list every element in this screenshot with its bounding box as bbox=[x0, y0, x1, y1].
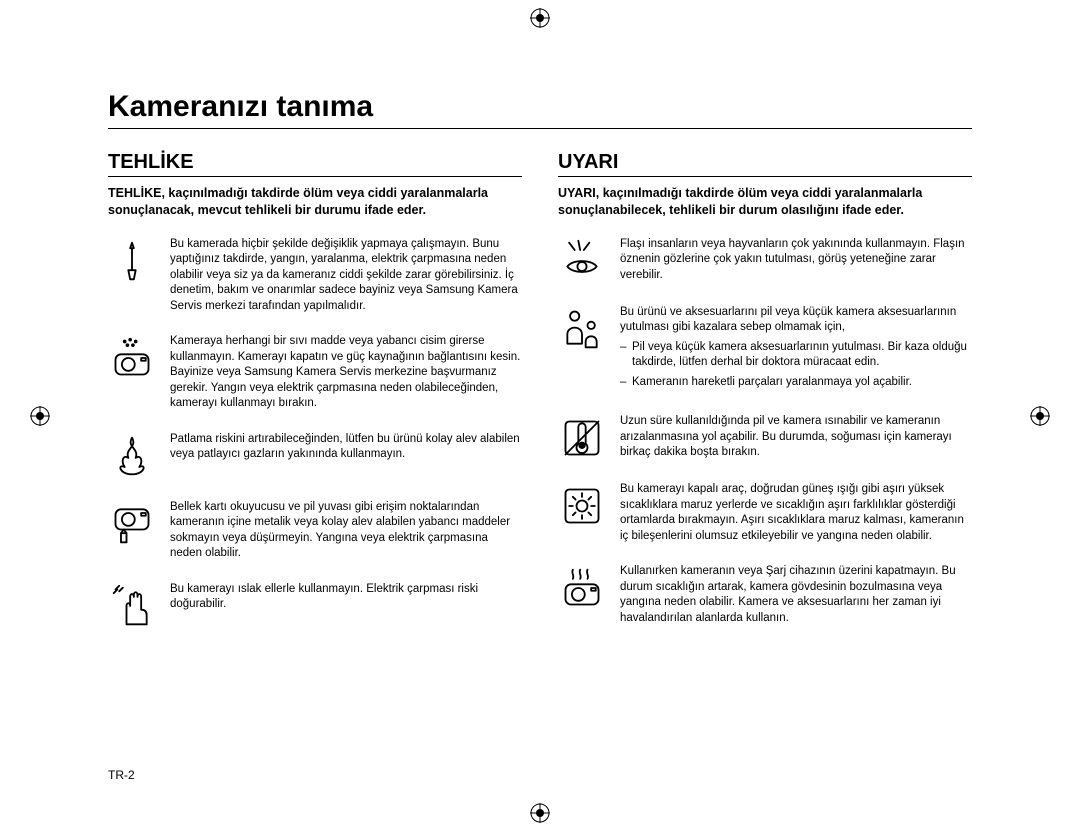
warning-row: Bu kamerayı kapalı araç, doğrudan güneş … bbox=[558, 482, 972, 544]
warning-text: Bu ürünü ve aksesuarlarını pil veya küçü… bbox=[620, 305, 972, 395]
thermometer-icon bbox=[558, 414, 606, 462]
warning-text: Bu kamerayı ıslak ellerle kullanmayın. E… bbox=[170, 582, 522, 613]
children-icon bbox=[558, 305, 606, 353]
warning-bullet: Kameranın hareketli parçaları yaralanmay… bbox=[620, 375, 972, 391]
warning-row: Bu kamerada hiçbir şekilde değişiklik ya… bbox=[108, 237, 522, 315]
warning-text: Bu kamerada hiçbir şekilde değişiklik ya… bbox=[170, 237, 522, 315]
registration-mark-top bbox=[530, 8, 550, 34]
warning-heading: UYARI bbox=[558, 151, 972, 177]
page-number: TR-2 bbox=[108, 768, 135, 782]
warning-text: Kameraya herhangi bir sıvı madde veya ya… bbox=[170, 334, 522, 412]
danger-intro: TEHLİKE, kaçınılmadığı takdirde ölüm vey… bbox=[108, 185, 522, 219]
danger-heading: TEHLİKE bbox=[108, 151, 522, 177]
flame-icon bbox=[108, 432, 156, 480]
warning-row: Bellek kartı okuyucusu ve pil yuvası gib… bbox=[108, 500, 522, 562]
warning-row: Kameraya herhangi bir sıvı madde veya ya… bbox=[108, 334, 522, 412]
warning-bullet: Pil veya küçük kamera aksesuarlarının yu… bbox=[620, 340, 972, 371]
page-content: Kameranızı tanıma TEHLİKE TEHLİKE, kaçın… bbox=[108, 90, 972, 782]
warning-row: Uzun süre kullanıldığında pil ve kamera … bbox=[558, 414, 972, 462]
warning-text: Bu kamerayı kapalı araç, doğrudan güneş … bbox=[620, 482, 972, 544]
warning-text: Patlama riskini artırabileceğinden, lütf… bbox=[170, 432, 522, 463]
columns-wrapper: TEHLİKE TEHLİKE, kaçınılmadığı takdirde … bbox=[108, 151, 972, 650]
camera-slot-icon bbox=[108, 500, 156, 548]
flash-eye-icon bbox=[558, 237, 606, 285]
warning-intro: UYARI, kaçınılmadığı takdirde ölüm veya … bbox=[558, 185, 972, 219]
warning-row: Kullanırken kameranın veya Şarj cihazını… bbox=[558, 564, 972, 626]
registration-mark-bottom bbox=[530, 803, 550, 829]
registration-mark-left bbox=[30, 406, 50, 432]
warning-row: Flaşı insanların veya hayvanların çok ya… bbox=[558, 237, 972, 285]
warning-text: Uzun süre kullanıldığında pil ve kamera … bbox=[620, 414, 972, 461]
warning-column: UYARI UYARI, kaçınılmadığı takdirde ölüm… bbox=[558, 151, 972, 650]
warning-text: Flaşı insanların veya hayvanların çok ya… bbox=[620, 237, 972, 284]
warning-text: Bellek kartı okuyucusu ve pil yuvası gib… bbox=[170, 500, 522, 562]
page-title: Kameranızı tanıma bbox=[108, 90, 972, 129]
warning-row: Patlama riskini artırabileceğinden, lütf… bbox=[108, 432, 522, 480]
warning-bullet-list: Pil veya küçük kamera aksesuarlarının yu… bbox=[620, 340, 972, 391]
camera-liquid-icon bbox=[108, 334, 156, 382]
danger-column: TEHLİKE TEHLİKE, kaçınılmadığı takdirde … bbox=[108, 151, 522, 650]
wet-hand-icon bbox=[108, 582, 156, 630]
warning-text-lead: Bu ürünü ve aksesuarlarını pil veya küçü… bbox=[620, 306, 956, 334]
warning-row: Bu ürünü ve aksesuarlarını pil veya küçü… bbox=[558, 305, 972, 395]
warning-row: Bu kamerayı ıslak ellerle kullanmayın. E… bbox=[108, 582, 522, 630]
sun-icon bbox=[558, 482, 606, 530]
registration-mark-right bbox=[1030, 406, 1050, 432]
warning-text: Kullanırken kameranın veya Şarj cihazını… bbox=[620, 564, 972, 626]
heat-camera-icon bbox=[558, 564, 606, 612]
screwdriver-icon bbox=[108, 237, 156, 285]
